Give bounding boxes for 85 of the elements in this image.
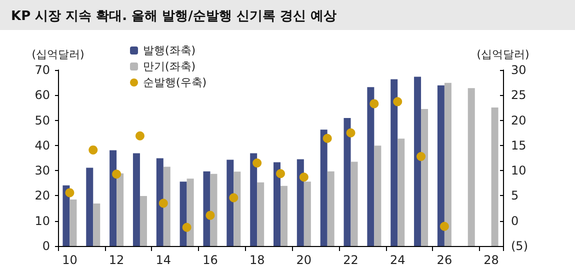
y-tick-label: 60 <box>34 88 50 102</box>
bar <box>304 182 311 246</box>
bar <box>398 138 405 246</box>
y-tick-label: 20 <box>34 188 50 203</box>
point <box>88 145 98 154</box>
bar <box>327 171 334 246</box>
x-tick-label: 20 <box>296 253 312 267</box>
y2-tick-label: 30 <box>511 63 526 77</box>
chart-title: KP 시장 지속 확대. 올해 발행/순발행 신기록 경신 예상 <box>11 9 336 24</box>
y-tick-label: 70 <box>34 63 50 77</box>
bar <box>344 118 351 246</box>
bar <box>62 185 70 246</box>
bar <box>116 173 124 246</box>
bar <box>421 108 428 246</box>
legend-label: 만기(좌축) <box>143 60 196 73</box>
y2-tick-label: 0 <box>511 214 519 228</box>
point <box>322 134 332 143</box>
y2-tick-label: 15 <box>511 138 526 152</box>
y2-tick-label: 10 <box>511 164 526 178</box>
bar <box>210 174 218 246</box>
point <box>393 97 402 106</box>
point <box>346 128 356 138</box>
bar <box>390 79 398 246</box>
x-tick-label: 26 <box>436 253 452 267</box>
x-tick-label: 24 <box>390 253 406 267</box>
bar <box>86 168 94 246</box>
bar <box>203 171 210 246</box>
x-tick-label: 18 <box>249 253 265 267</box>
bar <box>374 146 382 246</box>
point <box>299 172 308 182</box>
bar <box>257 182 264 246</box>
point <box>182 222 192 232</box>
y2-tick-label: 25 <box>511 88 526 102</box>
y-axis-title: (십억달러) <box>32 48 84 61</box>
point <box>158 198 168 208</box>
bar <box>320 130 328 246</box>
bar <box>444 82 452 246</box>
bar <box>226 160 234 246</box>
point <box>416 152 426 161</box>
bar <box>274 162 280 246</box>
bar <box>180 182 187 246</box>
bar <box>280 186 288 246</box>
x-tick-label: 12 <box>108 253 124 267</box>
bar <box>163 166 170 246</box>
bar <box>186 178 194 246</box>
x-tick-label: 10 <box>62 253 78 267</box>
y-tick-label: 40 <box>34 138 50 152</box>
bar <box>234 172 241 246</box>
y-tick-label: 50 <box>34 113 50 128</box>
y-tick-label: 10 <box>34 214 50 228</box>
point <box>135 131 144 140</box>
bar <box>468 88 475 246</box>
y-tick-label: 30 <box>34 164 50 178</box>
x-tick-label: 16 <box>202 253 218 267</box>
bar <box>70 199 77 246</box>
bar <box>110 150 117 246</box>
point <box>229 193 238 202</box>
point <box>206 210 215 220</box>
bar <box>93 204 100 246</box>
y-tick-label: 0 <box>42 239 50 253</box>
bar <box>156 158 164 246</box>
bar <box>414 76 422 246</box>
legend-label: 발행(좌축) <box>143 44 196 57</box>
y2-axis-title: (십억달러) <box>476 48 530 61</box>
x-tick-label: 22 <box>343 253 358 267</box>
y2-tick-label: 5 <box>511 188 519 203</box>
y2-tick-label: (5) <box>511 239 528 253</box>
point <box>112 170 122 179</box>
point <box>276 169 285 178</box>
x-tick-label: 28 <box>484 253 499 267</box>
bar <box>250 153 258 246</box>
y2-tick-label: 20 <box>511 113 526 128</box>
x-tick-label: 14 <box>156 253 172 267</box>
bar <box>296 159 304 246</box>
point <box>370 99 379 108</box>
bar <box>367 87 374 246</box>
point <box>440 222 449 231</box>
point <box>252 158 262 168</box>
legend-label: 순발행(우축) <box>143 76 207 89</box>
bar <box>437 85 444 246</box>
bar <box>132 153 140 246</box>
bar <box>140 196 147 246</box>
bar <box>350 162 358 246</box>
point <box>65 188 74 198</box>
bar <box>491 107 498 246</box>
